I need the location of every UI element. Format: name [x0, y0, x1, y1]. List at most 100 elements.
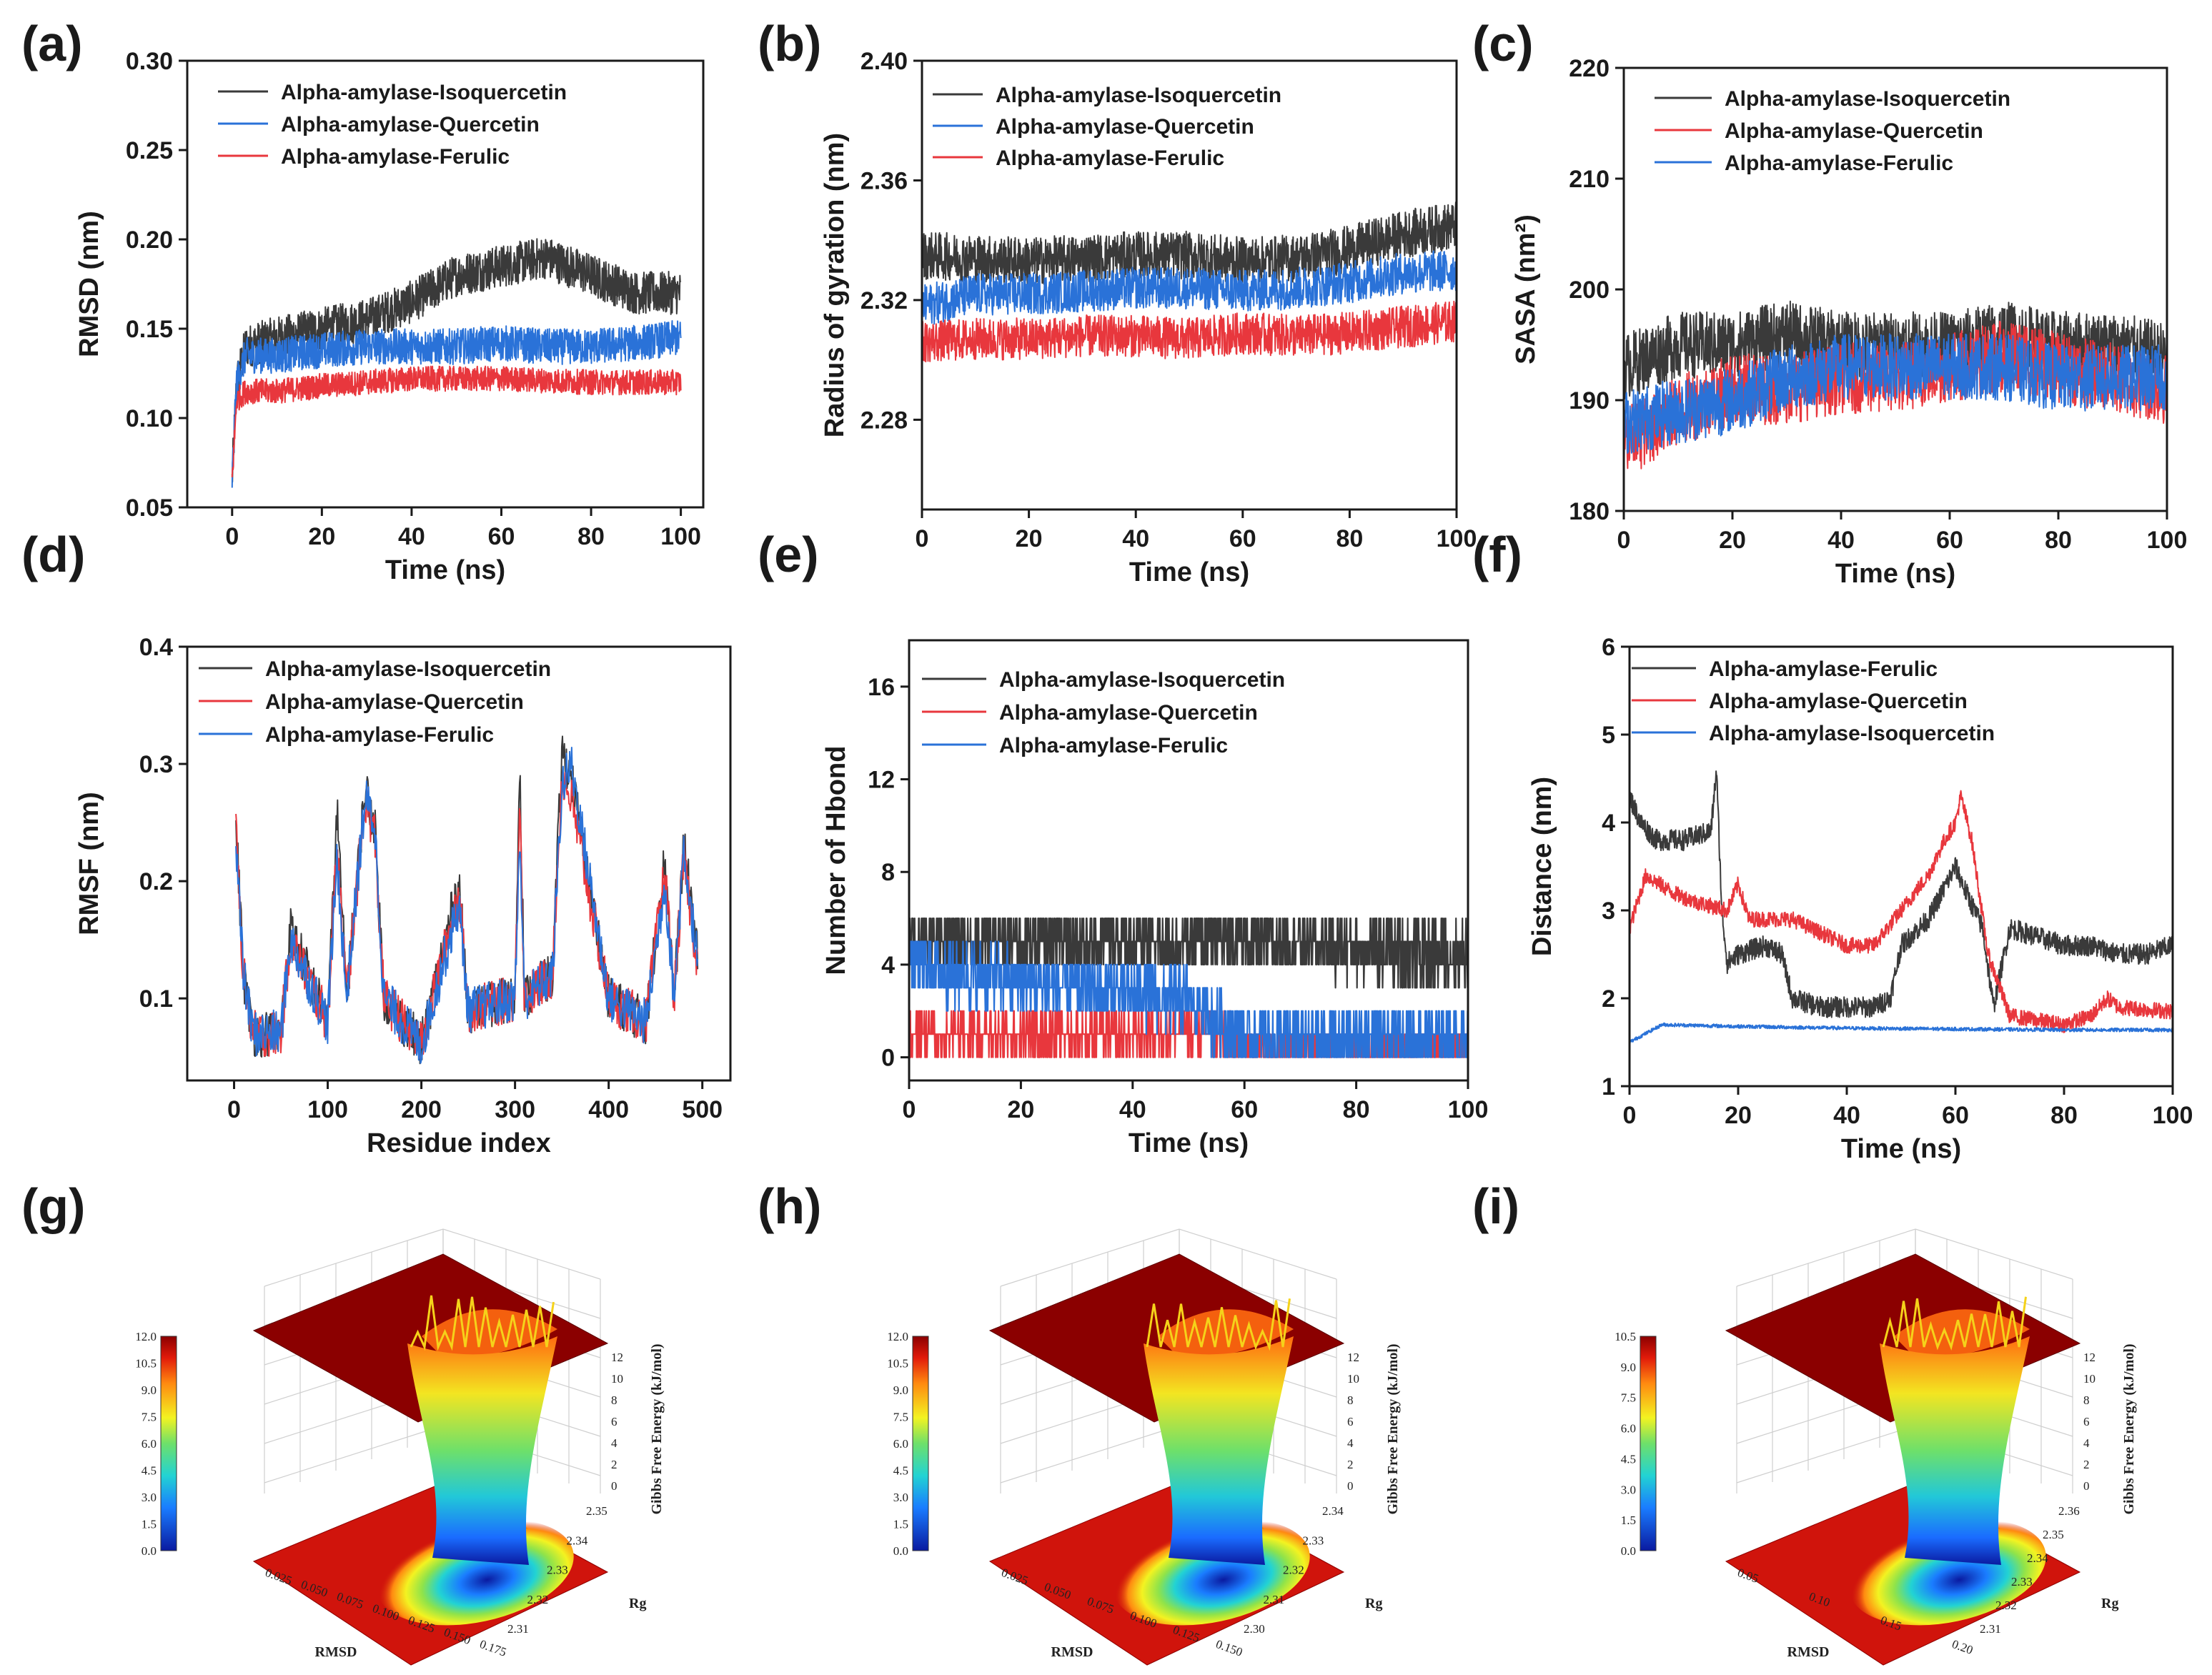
- z-tick-g-1: 10: [611, 1372, 623, 1386]
- grid-line-h: [1000, 1425, 1180, 1483]
- series-d-2: [235, 747, 699, 1064]
- x-label-h: RMSD: [1051, 1644, 1093, 1660]
- xtick-label-a-3: 60: [488, 523, 515, 550]
- xtick-label-d-4: 400: [588, 1096, 629, 1123]
- xtick-label-d-0: 0: [227, 1096, 241, 1123]
- ytick-label-a-5: 0.30: [126, 48, 173, 75]
- legend-label-b-1: Alpha-amylase-Quercetin: [996, 115, 1254, 139]
- panel-label-h: (h): [758, 1178, 821, 1234]
- y-tick-i-2: 2.34: [2027, 1551, 2048, 1565]
- colorbar-tick-g-7: 1.5: [142, 1518, 157, 1531]
- colorbar-tick-g-6: 3.0: [142, 1491, 157, 1504]
- z-tick-h-3: 6: [1347, 1415, 1354, 1428]
- xtick-label-e-0: 0: [903, 1096, 916, 1123]
- ytick-label-f-1: 2: [1602, 985, 1615, 1013]
- xtick-label-f-3: 60: [1942, 1102, 1969, 1129]
- colorbar-tick-h-4: 6.0: [893, 1437, 908, 1451]
- panel-g: (g) 12.0 10.5 9.0 7.5 6.0 4.5 3.0 1.5 0.0 12 10 8 6 4 2…: [21, 1178, 665, 1666]
- ylabel-b: Radius of gyration (nm): [820, 133, 850, 437]
- ytick-label-d-0: 0.1: [139, 985, 173, 1013]
- xtick-label-f-2: 40: [1833, 1102, 1860, 1129]
- ytick-label-f-4: 5: [1602, 722, 1615, 749]
- y-label-g: Rg: [629, 1596, 646, 1611]
- xtick-label-b-0: 0: [916, 525, 929, 552]
- z-label-i: Gibbs Free Energy (kJ/mol): [2121, 1343, 2137, 1514]
- grid-line-g: [264, 1425, 444, 1483]
- colorbar-tick-h-1: 10.5: [887, 1357, 908, 1371]
- ytick-label-a-4: 0.25: [126, 137, 173, 164]
- colorbar-tick-h-3: 7.5: [893, 1411, 908, 1424]
- colorbar-i: [1640, 1336, 1657, 1551]
- xtick-label-e-5: 100: [1448, 1096, 1489, 1123]
- colorbar-tick-h-5: 4.5: [893, 1464, 908, 1478]
- grid-line-g: [264, 1228, 444, 1287]
- colorbar-tick-i-4: 4.5: [1621, 1452, 1636, 1466]
- z-tick-g-5: 2: [611, 1458, 618, 1471]
- xlabel-c: Time (ns): [1835, 559, 1955, 589]
- xtick-label-c-0: 0: [1617, 527, 1631, 554]
- rim-spikes-h: [1146, 1298, 1291, 1351]
- colorbar-tick-i-2: 7.5: [1621, 1391, 1636, 1405]
- panel-d: (d) 0 100 200 300 400 500 0.1 0.2 0.3 0.4 Residue i…: [21, 527, 732, 1158]
- x-label-i: RMSD: [1787, 1644, 1830, 1660]
- colorbar-tick-g-2: 9.0: [142, 1383, 157, 1397]
- panel-h: (h) 12.0 10.5 9.0 7.5 6.0 4.5 3.0 1.5 0.0 12 10 8 6 4 2…: [758, 1178, 1401, 1666]
- ytick-label-e-3: 12: [868, 767, 895, 794]
- xtick-label-f-1: 20: [1725, 1102, 1752, 1129]
- xtick-label-b-1: 20: [1016, 525, 1043, 552]
- xtick-label-e-2: 40: [1119, 1096, 1146, 1123]
- ytick-label-f-5: 6: [1602, 634, 1615, 661]
- xtick-label-e-4: 80: [1343, 1096, 1370, 1123]
- ytick-label-e-1: 4: [881, 952, 895, 979]
- ytick-label-f-3: 4: [1602, 810, 1615, 837]
- y-tick-g-3: 2.32: [527, 1593, 549, 1606]
- y-tick-i-0: 2.36: [2058, 1504, 2080, 1518]
- colorbar-tick-h-0: 12.0: [887, 1330, 908, 1343]
- legend-label-b-2: Alpha-amylase-Ferulic: [996, 146, 1224, 170]
- ytick-label-c-2: 200: [1569, 277, 1610, 304]
- axes-frame-e: [908, 639, 1469, 1082]
- panel-label-d: (d): [21, 527, 85, 582]
- ytick-label-f-0: 1: [1602, 1073, 1615, 1100]
- z-label-h: Gibbs Free Energy (kJ/mol): [1385, 1343, 1401, 1514]
- colorbar-tick-i-0: 10.5: [1615, 1330, 1636, 1343]
- legend-label-f-2: Alpha-amylase-Isoquercetin: [1709, 722, 1995, 745]
- xlabel-e: Time (ns): [1129, 1128, 1249, 1158]
- ytick-label-f-2: 3: [1602, 898, 1615, 925]
- legend-label-a-0: Alpha-amylase-Isoquercetin: [281, 81, 567, 104]
- z-tick-i-1: 10: [2083, 1372, 2096, 1386]
- ytick-label-b-3: 2.40: [861, 48, 908, 75]
- colorbar-tick-g-4: 6.0: [142, 1437, 157, 1451]
- y-tick-g-4: 2.31: [507, 1622, 529, 1636]
- series-e-0: [908, 917, 1469, 989]
- legend-label-d-2: Alpha-amylase-Ferulic: [265, 723, 494, 747]
- y-label-i: Rg: [2101, 1596, 2118, 1611]
- ytick-label-e-0: 0: [881, 1045, 895, 1072]
- series-f-1: [1629, 790, 2173, 1033]
- panel-label-b: (b): [758, 16, 821, 71]
- ytick-label-e-4: 16: [868, 674, 895, 701]
- legend-label-f-1: Alpha-amylase-Quercetin: [1709, 690, 1968, 713]
- z-tick-i-4: 4: [2083, 1436, 2090, 1450]
- colorbar-tick-i-6: 1.5: [1621, 1514, 1636, 1527]
- panel-i: (i) 10.5 9.0 7.5 6.0 4.5 3.0 1.5 0.0 12 10 8 6 4 2 0 Gib…: [1472, 1178, 2137, 1666]
- y-tick-g-2: 2.33: [547, 1564, 568, 1577]
- colorbar-tick-i-7: 0.0: [1621, 1544, 1636, 1558]
- axes-frame-a: [186, 59, 705, 509]
- colorbar-g: [160, 1336, 177, 1551]
- panel-e: (e) 0 20 40 60 80 100 0 4 8 12 16 Time (ns) Number of…: [758, 527, 1488, 1158]
- grid-line-i: [1736, 1228, 1916, 1287]
- colorbar-tick-h-8: 0.0: [893, 1544, 908, 1558]
- colorbar-tick-h-2: 9.0: [893, 1383, 908, 1397]
- legend-label-c-0: Alpha-amylase-Isoquercetin: [1725, 87, 2010, 111]
- x-tick-h-5: 0.150: [1214, 1637, 1244, 1659]
- colorbar-tick-i-5: 3.0: [1621, 1483, 1636, 1496]
- xtick-label-a-2: 40: [398, 523, 425, 550]
- ylabel-f: Distance (nm): [1527, 777, 1557, 956]
- xlabel-b: Time (ns): [1129, 557, 1249, 587]
- xlabel-f: Time (ns): [1841, 1134, 1961, 1164]
- panel-c: (c) 0 20 40 60 80 100 180 190 200 210 220 Time (ns) S…: [1472, 16, 2187, 589]
- xtick-label-f-4: 80: [2050, 1102, 2078, 1129]
- xtick-label-c-5: 100: [2147, 527, 2188, 554]
- legend-label-c-2: Alpha-amylase-Ferulic: [1725, 151, 1953, 175]
